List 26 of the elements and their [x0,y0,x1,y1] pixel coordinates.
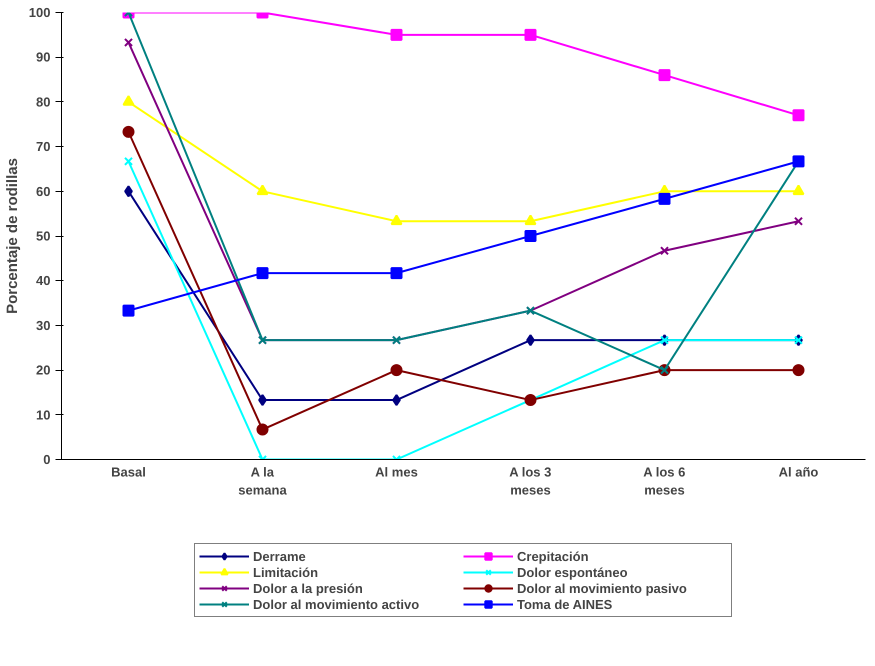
legend-label: Derrame [253,548,307,564]
y-tick-label: 50 [36,228,51,244]
legend-label: Dolor a la presión [253,580,364,596]
x-tick-label: Al mes [375,464,418,480]
y-tick-label: 10 [36,407,51,422]
y-tick-label: 100 [28,5,51,20]
y-axis-title: Porcentaje de rodillas [4,158,21,314]
y-tick-label: 70 [36,139,51,154]
x-tick-label: A los 3 meses [509,464,552,498]
x-tick-label: Basal [111,464,146,480]
y-tick-label: 20 [36,362,51,378]
legend-label: Crepitación [517,548,590,564]
y-tick-label: 40 [36,273,51,288]
x-tick-label: A los 6 meses [643,464,686,498]
legend-label: Dolor al movimiento pasivo [517,580,688,596]
x-tick-label: Al año [778,464,818,480]
y-tick-label: 0 [43,452,51,467]
y-tick-label: 30 [36,318,51,333]
legend-label: Limitación [253,564,320,580]
legend-label: Toma de AINES [517,596,614,612]
y-tick-label: 60 [36,184,51,199]
y-tick-label: 90 [36,50,51,65]
legend-label: Dolor al movimiento activo [253,596,420,612]
x-tick-label: A la semana [238,464,288,498]
legend-label: Dolor espontáneo [517,564,629,580]
y-tick-label: 80 [36,94,51,110]
